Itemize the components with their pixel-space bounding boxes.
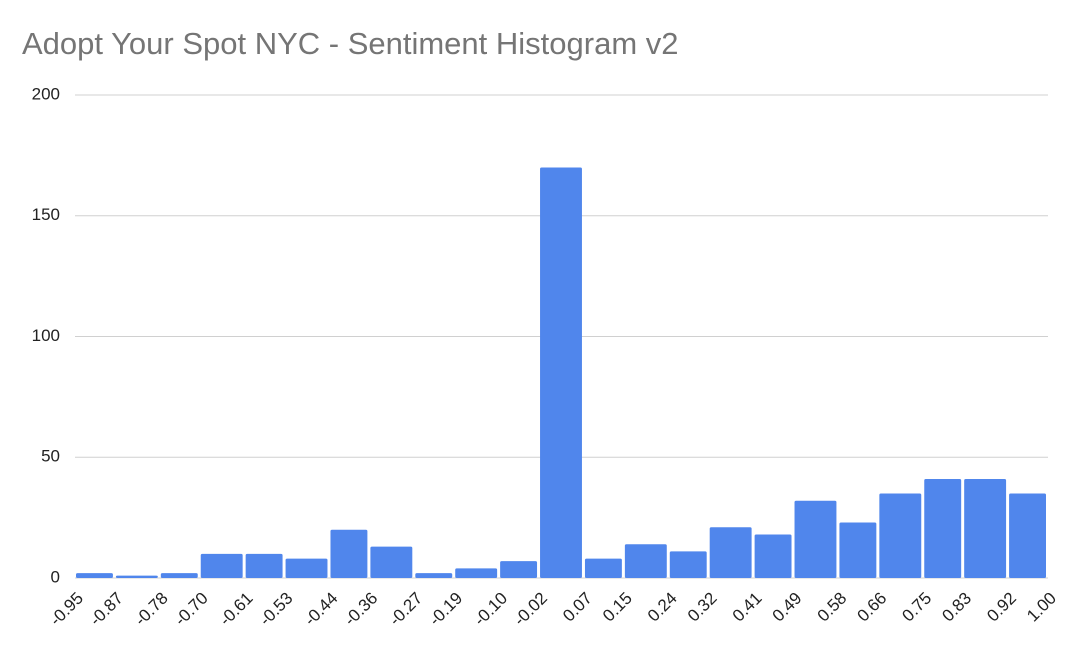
bar [584,558,622,578]
bar [924,478,962,578]
bar [285,558,328,578]
x-tick-label: -0.44 [301,589,342,630]
y-tick-label: 200 [32,84,60,103]
bar [794,500,837,578]
x-tick-label: -0.19 [425,589,466,630]
bar [370,546,413,578]
bar [709,527,752,578]
y-tick-label: 100 [32,326,60,345]
bar [76,573,113,578]
bar [200,553,243,578]
x-tick-label: 0.66 [854,589,891,626]
x-tick-label: -0.02 [510,589,551,630]
x-tick-label: 0.83 [938,589,975,626]
y-tick-label: 50 [41,447,60,466]
x-tick-label: 0.24 [644,589,681,626]
bar [245,553,283,578]
x-tick-label: 0.41 [729,589,766,626]
x-tick-label: 0.92 [983,589,1020,626]
bar [160,573,198,578]
bar [839,522,877,578]
x-tick-label: -0.78 [131,589,172,630]
bar [964,478,1007,578]
bar [879,493,922,578]
bar [624,544,667,578]
x-tick-label: 0.58 [814,589,851,626]
bar [330,529,368,578]
x-tick-label: -0.53 [256,589,297,630]
x-tick-label: -0.95 [46,589,87,630]
x-tick-label: 0.15 [599,589,636,626]
bar [500,561,538,578]
x-tick-label: -0.61 [216,589,257,630]
x-tick-label: -0.10 [470,589,511,630]
x-tick-label: 1.00 [1023,589,1060,626]
bar [415,573,453,578]
x-tick-label: 0.49 [769,589,806,626]
x-tick-label: -0.87 [86,589,127,630]
x-tick-label: 0.32 [684,589,721,626]
y-tick-label: 150 [32,205,60,224]
x-tick-label: 0.07 [559,589,596,626]
x-tick-label: -0.27 [385,589,426,630]
bar [669,551,707,578]
bar [455,568,498,578]
y-tick-label: 0 [51,567,60,586]
bar [115,575,158,578]
x-tick-label: -0.36 [341,589,382,630]
bar [754,534,792,578]
bar [1009,493,1046,578]
chart-title: Adopt Your Spot NYC - Sentiment Histogra… [22,26,679,61]
bar [540,167,582,578]
x-tick-label: 0.75 [898,589,935,626]
x-tick-label: -0.70 [171,589,212,630]
